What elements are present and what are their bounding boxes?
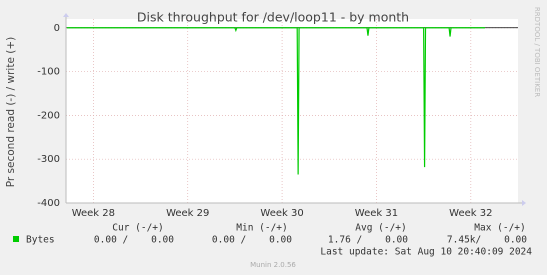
- legend-cell: 0.00 / 0.00: [212, 235, 292, 246]
- axis-arrow: [522, 200, 526, 206]
- y-tick-label: -300: [37, 154, 60, 165]
- legend-cell: 1.76 / 0.00: [328, 235, 408, 246]
- chart-title: Disk throughput for /dev/loop11 - by mon…: [137, 10, 409, 25]
- plot-area: [66, 19, 518, 203]
- x-tick-label: Week 32: [449, 208, 492, 219]
- legend-header: Max (-/+): [474, 223, 525, 234]
- x-tick-label: Week 28: [72, 208, 115, 219]
- side-text: RRDTOOL / TOBI OETIKER: [533, 7, 541, 97]
- y-tick-label: 0: [54, 23, 60, 34]
- legend-cell: 0.00 / 0.00: [94, 235, 174, 246]
- y-axis-label: Pr second read (-) / write (+): [5, 37, 17, 188]
- footer: Munin 2.0.56: [250, 261, 296, 269]
- legend-header: Min (-/+): [236, 223, 287, 234]
- axis-arrow: [63, 13, 69, 17]
- x-tick-label: Week 31: [355, 208, 398, 219]
- legend-header: Cur (-/+): [112, 223, 163, 234]
- y-tick-label: -100: [37, 67, 60, 78]
- legend-header: Avg (-/+): [355, 223, 406, 234]
- x-tick-label: Week 30: [260, 208, 303, 219]
- y-tick-label: -400: [37, 198, 60, 209]
- legend-label: Bytes: [26, 235, 55, 246]
- legend-swatch: [13, 236, 19, 242]
- legend-cell: 7.45k/ 0.00: [447, 235, 527, 246]
- series-line: [66, 27, 485, 175]
- last-update: Last update: Sat Aug 10 20:40:09 2024: [320, 247, 532, 258]
- x-tick-label: Week 29: [166, 208, 209, 219]
- y-tick-label: -200: [37, 110, 60, 121]
